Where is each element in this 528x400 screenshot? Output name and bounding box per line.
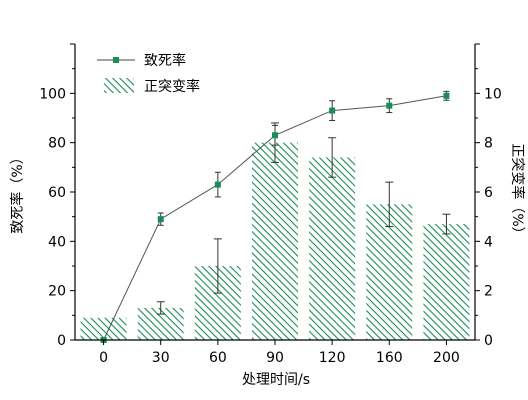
legend: 致死率 正突变率 xyxy=(97,52,200,95)
y-axis-title-right: 正突变率（%） xyxy=(509,143,526,240)
bar-120 xyxy=(309,157,356,340)
y-right-tick-label-0: 0 xyxy=(484,333,493,349)
y-left-tick-label-60: 60 xyxy=(48,185,66,201)
x-tick-label-200: 200 xyxy=(433,350,460,366)
y-right-tick-label-10: 10 xyxy=(484,86,502,102)
x-axis-title: 处理时间/s xyxy=(242,372,310,388)
y-left-tick-label-0: 0 xyxy=(57,333,66,349)
line-point-60 xyxy=(214,181,221,188)
y-left-tick-label-40: 40 xyxy=(48,234,66,250)
y-left-tick-label-80: 80 xyxy=(48,136,66,152)
legend-label-lethality: 致死率 xyxy=(144,52,186,69)
bar-error-bars xyxy=(156,122,451,315)
x-tick-label-0: 0 xyxy=(99,350,108,366)
x-tick-label-30: 30 xyxy=(152,350,170,366)
y-axis-title-left: 致死率（%） xyxy=(9,150,26,233)
bar-200 xyxy=(423,224,470,340)
bar-series xyxy=(80,142,470,340)
legend-label-mutation: 正突变率 xyxy=(144,78,200,95)
bar-0 xyxy=(80,317,127,340)
ticks: 0 30 60 90 120 160 200 0 20 40 60 80 100 0 2 4 6 8 10 xyxy=(39,43,502,366)
y-left-tick-label-20: 20 xyxy=(48,284,66,300)
x-tick-label-120: 120 xyxy=(319,350,346,366)
y-right-tick-label-2: 2 xyxy=(484,284,493,300)
line-point-90 xyxy=(272,132,278,139)
legend-line-marker xyxy=(113,57,119,63)
line-series xyxy=(100,90,450,343)
line-point-160 xyxy=(386,102,393,109)
x-tick-label-160: 160 xyxy=(376,350,403,366)
line-point-120 xyxy=(329,107,336,114)
legend-bar-swatch xyxy=(104,78,134,93)
y-left-tick-label-100: 100 xyxy=(39,86,66,102)
x-tick-label-60: 60 xyxy=(209,350,227,366)
line-point-30 xyxy=(157,216,164,223)
line-point-200 xyxy=(443,92,450,99)
x-tick-label-90: 90 xyxy=(266,350,284,366)
y-right-tick-label-6: 6 xyxy=(484,185,493,201)
y-right-tick-label-4: 4 xyxy=(484,234,493,250)
y-right-tick-label-8: 8 xyxy=(484,136,493,152)
bar-90 xyxy=(252,142,298,340)
